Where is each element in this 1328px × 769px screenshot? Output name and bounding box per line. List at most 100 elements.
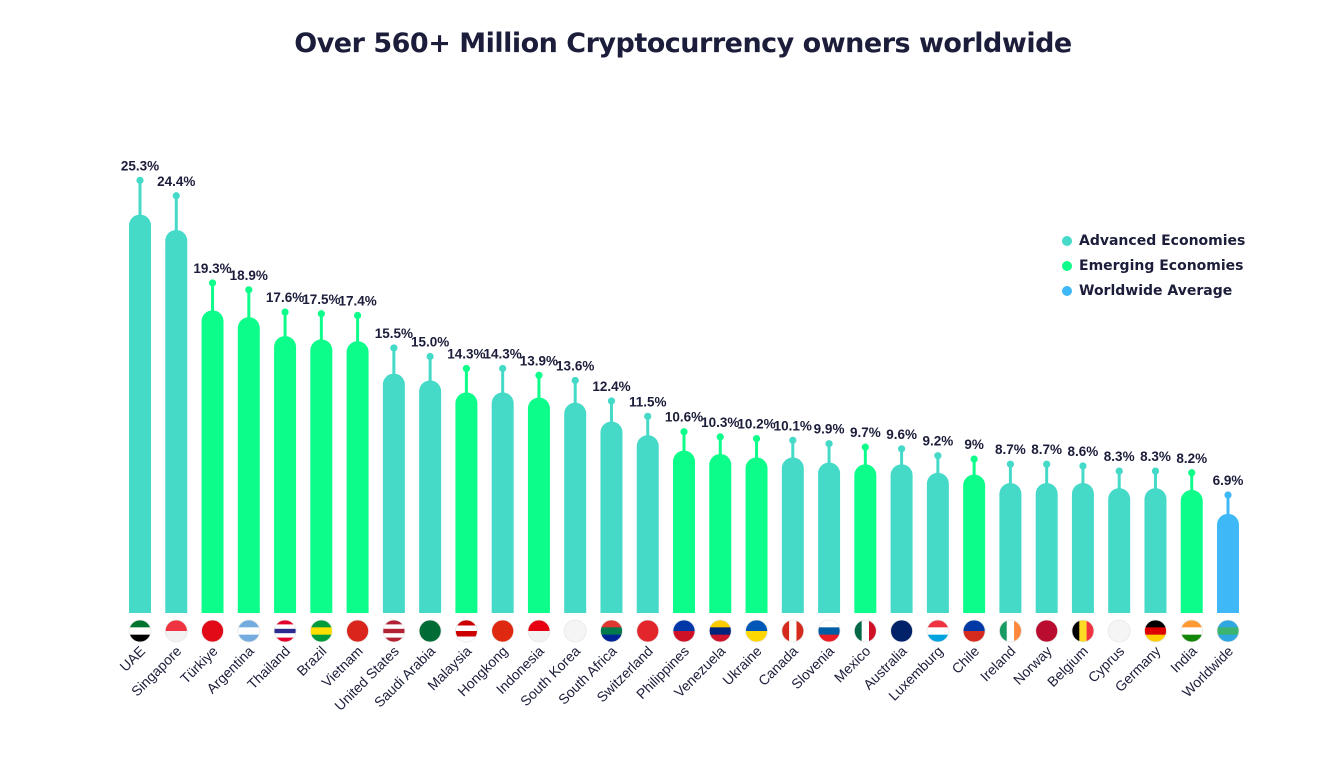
data-label: 9.9% bbox=[814, 422, 845, 437]
bar bbox=[201, 310, 224, 613]
flag-icon bbox=[491, 620, 514, 642]
flag-border bbox=[201, 619, 224, 643]
legend-dot-icon bbox=[1062, 260, 1072, 271]
flag-icon bbox=[963, 620, 986, 642]
legend-dot-icon bbox=[1062, 285, 1072, 296]
flag-icon bbox=[1180, 620, 1203, 642]
flag-border bbox=[1071, 619, 1095, 643]
flag-border bbox=[926, 619, 950, 643]
flag-border bbox=[418, 619, 442, 643]
data-label: 24.4% bbox=[157, 174, 195, 189]
flag-border bbox=[962, 619, 986, 643]
flag-icon bbox=[1108, 620, 1131, 642]
bar-dot bbox=[245, 286, 253, 294]
data-label: 10.3% bbox=[701, 415, 739, 430]
flag-icon bbox=[237, 620, 260, 642]
chart-title: Over 560+ Million Cryptocurrency owners … bbox=[294, 28, 1072, 59]
flag-border bbox=[1180, 619, 1204, 643]
flag-icon bbox=[854, 620, 877, 642]
data-label: 13.9% bbox=[520, 353, 558, 368]
bar-dot bbox=[208, 279, 217, 287]
bar-dot bbox=[716, 433, 724, 441]
bar-dot bbox=[136, 176, 144, 184]
legend-item-emerging: Emerging Economies bbox=[1062, 253, 1245, 278]
flag-border bbox=[237, 619, 261, 643]
bar-dot bbox=[172, 192, 180, 200]
bar bbox=[1144, 488, 1167, 613]
flag-border bbox=[382, 619, 406, 643]
bar-dot bbox=[354, 311, 362, 320]
bar bbox=[999, 483, 1022, 613]
bar bbox=[165, 229, 188, 613]
flag-border bbox=[164, 619, 188, 643]
flag-border bbox=[853, 619, 877, 643]
flag-icon bbox=[818, 620, 841, 642]
bar bbox=[636, 435, 659, 613]
bar-dot bbox=[1151, 467, 1160, 475]
flag-icon bbox=[129, 620, 151, 642]
bar bbox=[781, 457, 804, 613]
bar bbox=[890, 464, 913, 613]
data-label: 25.3% bbox=[121, 158, 159, 173]
flag-border bbox=[491, 619, 515, 643]
flag-border bbox=[1144, 619, 1167, 643]
flag-icon bbox=[926, 620, 949, 642]
bar bbox=[237, 317, 260, 613]
data-label: 8.3% bbox=[1104, 449, 1135, 464]
flag-border bbox=[708, 619, 732, 643]
flag-icon bbox=[346, 620, 369, 642]
flag-border bbox=[346, 619, 370, 643]
bar bbox=[310, 339, 333, 613]
legend-item-advanced: Advanced Economies bbox=[1062, 228, 1245, 253]
bar bbox=[419, 380, 442, 613]
flag-icon bbox=[419, 620, 442, 642]
bar bbox=[129, 214, 151, 613]
flag-icon bbox=[201, 620, 224, 642]
data-label: 10.6% bbox=[665, 410, 703, 425]
data-label: 12.4% bbox=[592, 379, 630, 394]
bar-dot bbox=[571, 376, 579, 385]
bar bbox=[455, 392, 478, 613]
bar-dot bbox=[426, 352, 434, 361]
flag-icon bbox=[600, 620, 623, 642]
bar-dot bbox=[825, 440, 833, 448]
flag-border bbox=[527, 619, 551, 643]
bar bbox=[963, 474, 986, 613]
flag-icon bbox=[781, 620, 804, 642]
flag-border bbox=[563, 619, 587, 643]
flag-icon bbox=[999, 620, 1022, 642]
data-label: 13.6% bbox=[556, 358, 594, 373]
flag-icon bbox=[890, 620, 913, 642]
flag-border bbox=[600, 619, 623, 643]
data-label: 11.5% bbox=[629, 394, 667, 409]
bar-dot bbox=[499, 364, 507, 373]
flag-icon bbox=[1071, 620, 1094, 642]
bar bbox=[382, 373, 405, 613]
bar bbox=[527, 397, 550, 613]
data-label: 17.6% bbox=[266, 290, 304, 305]
data-label: 15.5% bbox=[375, 326, 413, 341]
data-label: 17.5% bbox=[302, 292, 340, 307]
flag-icon bbox=[1144, 620, 1167, 642]
bar bbox=[854, 464, 877, 613]
data-label: 17.4% bbox=[338, 293, 376, 308]
flag-icon bbox=[636, 620, 659, 642]
flag-icon bbox=[564, 620, 587, 642]
data-label: 9% bbox=[964, 437, 984, 452]
data-label: 14.3% bbox=[447, 346, 485, 361]
bar-dot bbox=[607, 397, 616, 405]
flag-icon bbox=[527, 620, 550, 642]
bar bbox=[673, 450, 695, 613]
flag-border bbox=[309, 619, 333, 643]
flag-border bbox=[890, 619, 913, 643]
flag-icon bbox=[310, 620, 333, 642]
flag-border bbox=[636, 619, 660, 643]
legend-label: Worldwide Average bbox=[1079, 282, 1233, 299]
flag-border bbox=[1107, 619, 1131, 643]
flag-icon bbox=[382, 620, 405, 642]
bar-dot bbox=[390, 344, 398, 352]
data-label: 8.2% bbox=[1176, 451, 1207, 466]
bar bbox=[600, 421, 623, 613]
bar bbox=[564, 402, 587, 613]
bar bbox=[274, 335, 297, 613]
